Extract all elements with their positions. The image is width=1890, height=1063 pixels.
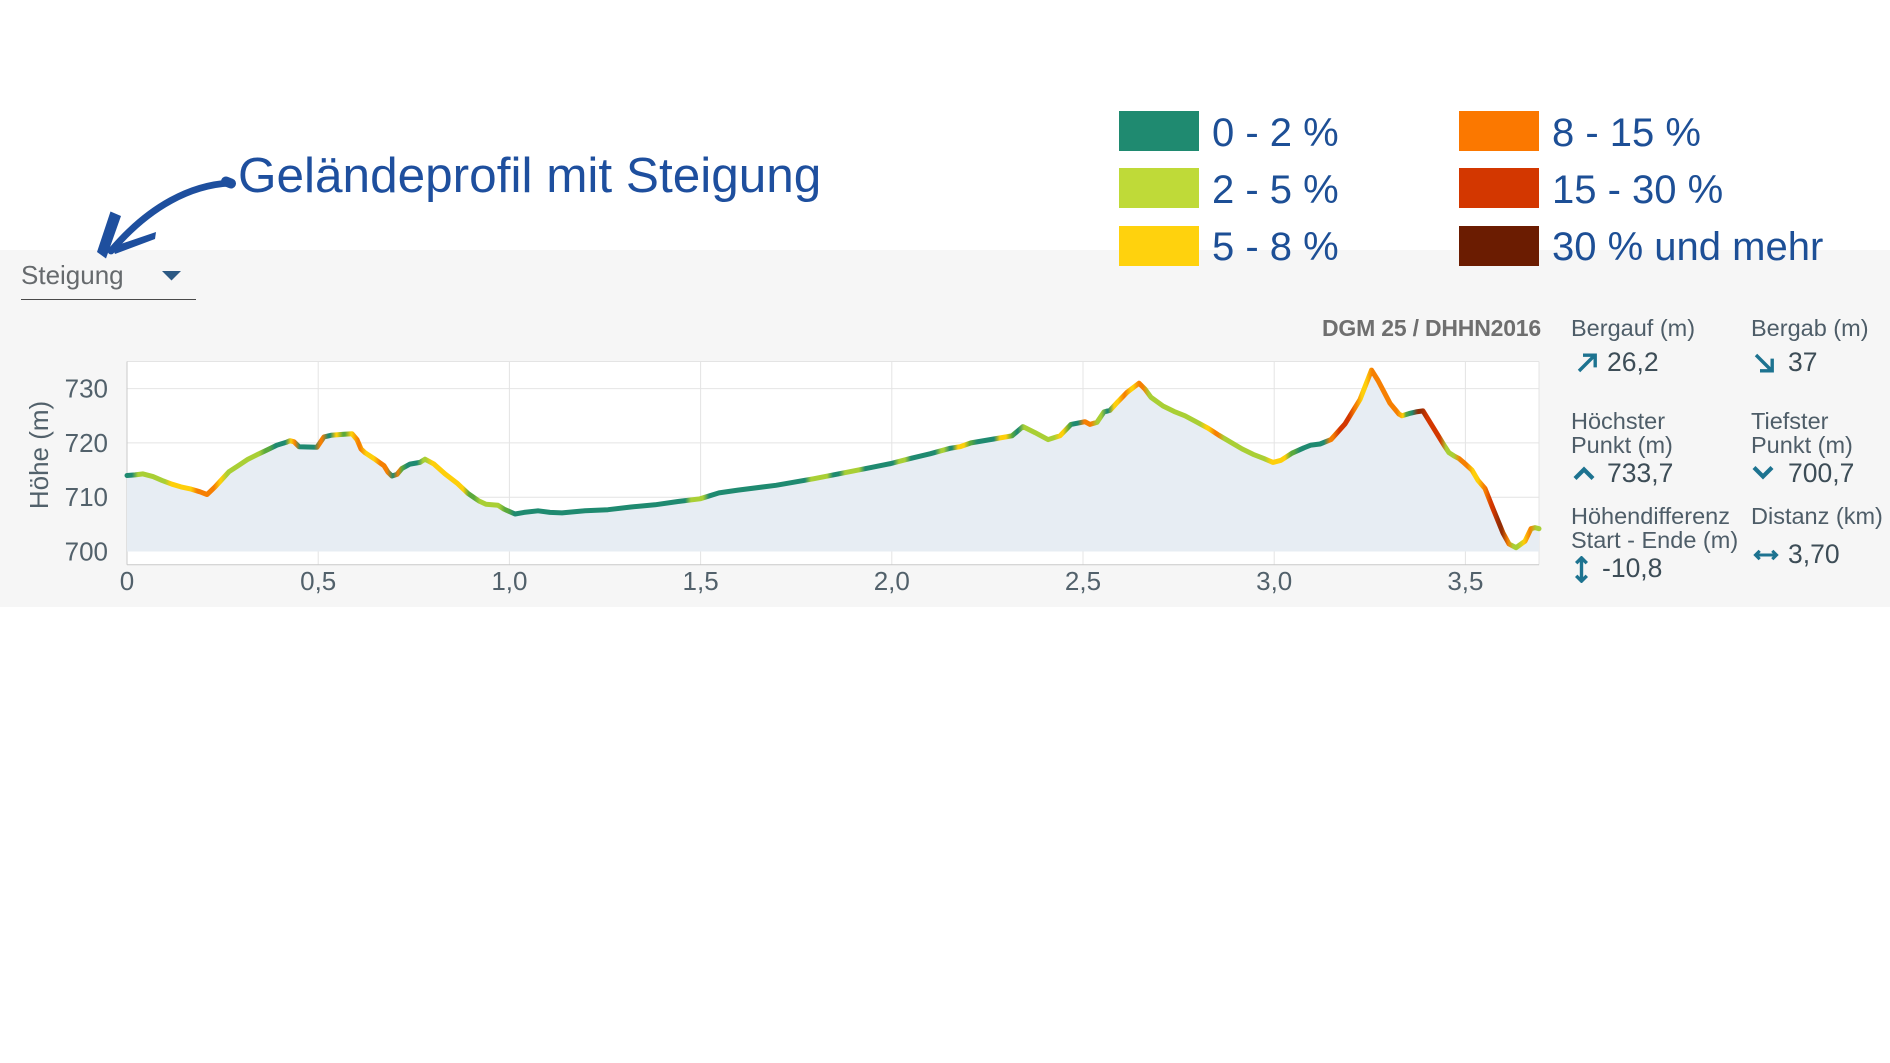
svg-text:0,5: 0,5	[300, 566, 336, 596]
svg-text:3,0: 3,0	[1256, 566, 1292, 596]
svg-text:1,5: 1,5	[683, 566, 719, 596]
svg-text:2,0: 2,0	[874, 566, 910, 596]
svg-text:710: 710	[65, 482, 108, 512]
svg-text:3,5: 3,5	[1447, 566, 1483, 596]
svg-text:730: 730	[65, 374, 108, 404]
svg-text:1,0: 1,0	[491, 566, 527, 596]
svg-text:720: 720	[65, 428, 108, 458]
svg-text:2,5: 2,5	[1065, 566, 1101, 596]
svg-text:Höhe (m): Höhe (m)	[24, 401, 54, 509]
svg-text:0: 0	[120, 566, 134, 596]
svg-text:700: 700	[65, 537, 108, 567]
